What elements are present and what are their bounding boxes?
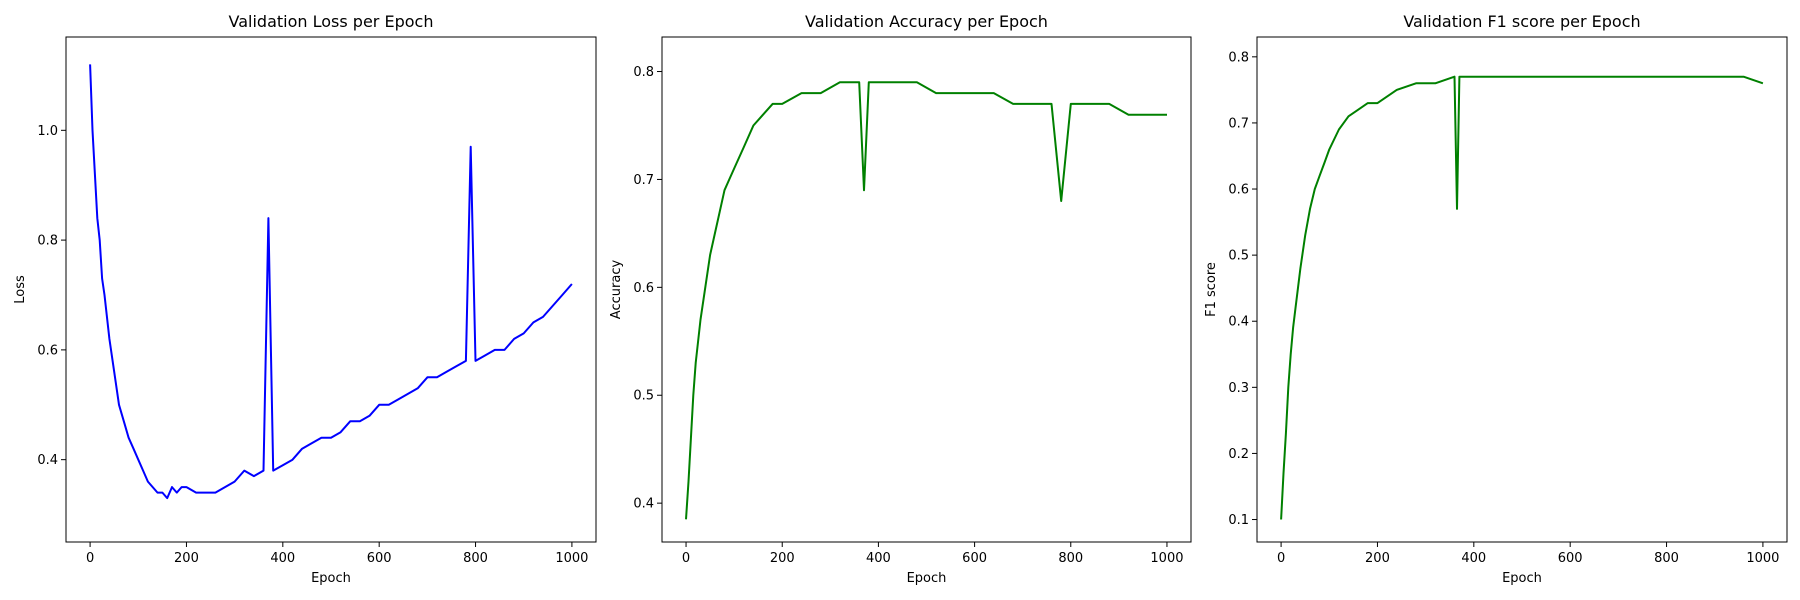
- series-line: [685, 81, 1167, 520]
- x-tick-label: 0: [682, 551, 690, 566]
- x-tick-label: 800: [463, 551, 488, 566]
- y-tick-label: 0.7: [633, 173, 654, 188]
- x-axis-label: Epoch: [907, 571, 947, 586]
- x-tick-label: 1000: [1746, 551, 1779, 566]
- x-tick-label: 400: [1461, 551, 1486, 566]
- y-axis-label: F1 score: [1204, 262, 1219, 317]
- chart-panel: 0 200 400 600 800 1000 0.4 0.5 0.6 0.7 0.8 Validati…: [609, 12, 1192, 586]
- y-tick-label: 0.1: [1228, 513, 1249, 528]
- x-tick-label: 800: [1058, 551, 1083, 566]
- y-tick-label: 0.4: [37, 453, 58, 468]
- y-tick-label: 0.5: [633, 389, 654, 404]
- y-tick-label: 0.5: [1228, 249, 1249, 264]
- y-tick-label: 0.4: [1228, 315, 1249, 330]
- y-tick-label: 1.0: [37, 124, 58, 139]
- series-line: [1280, 75, 1764, 520]
- x-tick-label: 200: [770, 551, 795, 566]
- y-tick-label: 0.8: [37, 234, 58, 249]
- x-tick-label: 800: [1654, 551, 1679, 566]
- x-tick-label: 200: [174, 551, 199, 566]
- x-tick-label: 200: [1365, 551, 1390, 566]
- x-tick-label: 400: [270, 551, 295, 566]
- chart-panel: 0 200 400 600 800 1000 0.1 0.2 0.3 0.4 0.5 0.6 0.7 0.…: [1204, 12, 1788, 586]
- x-tick-label: 600: [367, 551, 392, 566]
- x-axis-label: Epoch: [1502, 571, 1542, 586]
- y-tick-label: 0.3: [1228, 381, 1249, 396]
- y-tick-label: 0.8: [633, 65, 654, 80]
- y-tick-label: 0.7: [1228, 116, 1249, 131]
- x-tick-label: 0: [1277, 551, 1285, 566]
- axes-frame: [1256, 36, 1788, 543]
- chart-title: Validation Loss per Epoch: [229, 12, 434, 31]
- x-tick-label: 0: [86, 551, 94, 566]
- y-axis-label: Loss: [13, 275, 28, 304]
- x-tick-label: 400: [866, 551, 891, 566]
- y-tick-label: 0.6: [1228, 183, 1249, 198]
- y-tick-label: 0.8: [1228, 50, 1249, 65]
- x-tick-label: 1000: [1150, 551, 1183, 566]
- x-tick-label: 1000: [555, 551, 588, 566]
- x-axis-label: Epoch: [311, 571, 351, 586]
- y-tick-label: 0.2: [1228, 447, 1249, 462]
- x-tick-label: 600: [1558, 551, 1583, 566]
- y-axis-label: Accuracy: [609, 260, 624, 320]
- chart-title: Validation F1 score per Epoch: [1403, 12, 1640, 31]
- y-tick-label: 0.4: [633, 497, 654, 512]
- axes-frame: [661, 36, 1192, 543]
- x-tick-label: 600: [962, 551, 987, 566]
- chart-panel: 0 200 400 600 800 1000 0.4 0.6 0.8 1.0 Validation …: [13, 12, 597, 586]
- y-tick-label: 0.6: [37, 343, 58, 358]
- axes-frame: [65, 36, 597, 543]
- y-tick-label: 0.6: [633, 281, 654, 296]
- series-line: [89, 64, 573, 500]
- chart-title: Validation Accuracy per Epoch: [805, 12, 1048, 31]
